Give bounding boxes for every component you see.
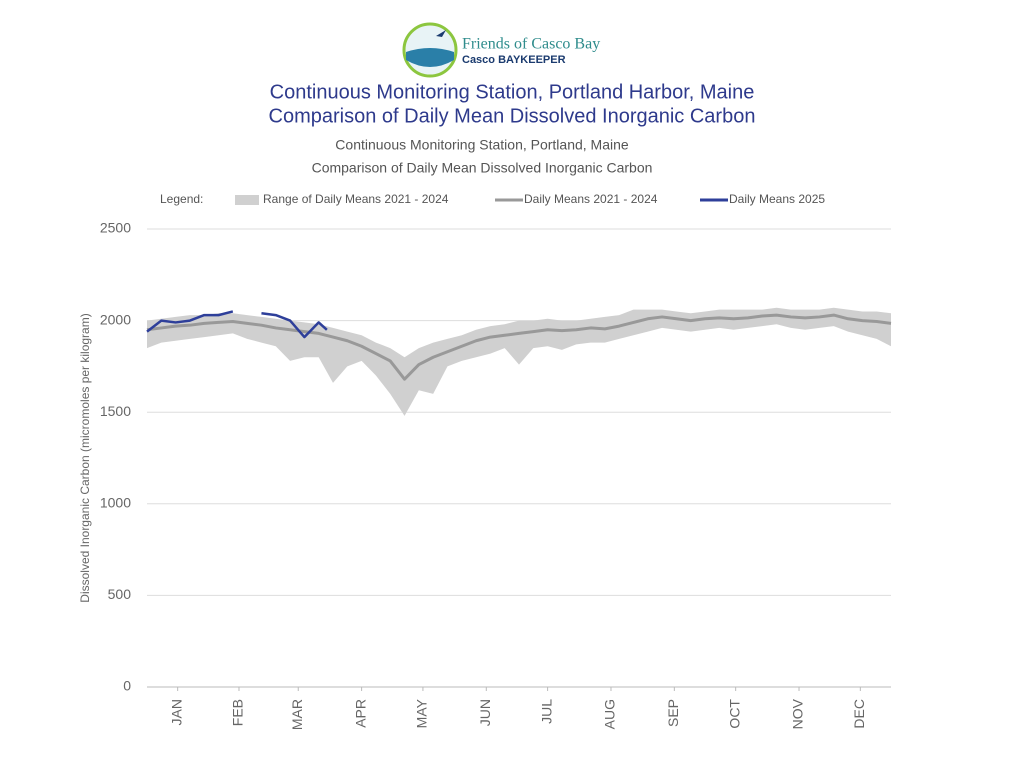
- x-tick-label: DEC: [851, 699, 867, 729]
- x-tick-label: JUN: [477, 699, 493, 726]
- legend-label: Legend:: [160, 192, 203, 206]
- y-axis-label: Dissolved Inorganic Carbon (micromoles p…: [78, 313, 92, 602]
- y-tick-label: 1500: [100, 403, 131, 419]
- x-tick-label: NOV: [790, 698, 806, 729]
- x-tick-label: AUG: [602, 699, 618, 729]
- x-tick-label: JAN: [168, 699, 184, 725]
- y-tick-label: 500: [108, 586, 132, 602]
- y-tick-label: 2500: [100, 220, 131, 236]
- chart-subtitle: Comparison of Daily Mean Dissolved Inorg…: [312, 160, 653, 176]
- y-tick-label: 1000: [100, 495, 131, 511]
- x-tick-label: FEB: [230, 699, 246, 726]
- x-tick-label: SEP: [665, 699, 681, 727]
- x-tick-label: OCT: [726, 699, 742, 729]
- x-tick-label: MAY: [414, 698, 430, 728]
- logo-bird: [436, 30, 446, 37]
- logo-tagline: Casco BAYKEEPER: [462, 54, 566, 66]
- legend-entry: Daily Means 2025: [729, 192, 825, 206]
- range-band: [147, 307, 891, 416]
- legend-entry: Daily Means 2021 - 2024: [524, 192, 658, 206]
- logo-wave: [406, 48, 454, 67]
- y-tick-label: 2000: [100, 311, 131, 327]
- series-line: [146, 310, 328, 339]
- legend-entry: Range of Daily Means 2021 - 2024: [263, 192, 449, 206]
- legend-swatch: [235, 195, 259, 205]
- chart-subtitle: Continuous Monitoring Station, Portland,…: [335, 137, 629, 153]
- x-tick-label: JUL: [538, 699, 554, 724]
- chart-title: Continuous Monitoring Station, Portland …: [270, 81, 755, 103]
- logo-name: Friends of Casco Bay: [462, 36, 600, 53]
- x-tick-label: APR: [352, 699, 368, 728]
- series-line: [146, 313, 892, 381]
- chart-title: Comparison of Daily Mean Dissolved Inorg…: [269, 105, 756, 127]
- logo: Friends of Casco Bay Casco BAYKEEPER: [402, 22, 600, 78]
- y-tick-label: 0: [123, 678, 131, 694]
- x-tick-label: MAR: [289, 699, 305, 730]
